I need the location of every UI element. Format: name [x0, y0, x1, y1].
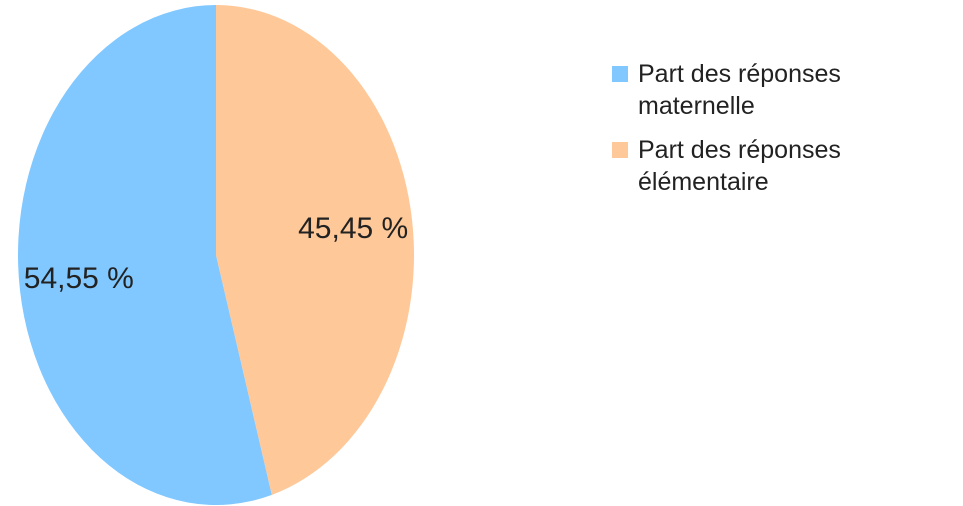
pie: 54,55 % 45,45 % [18, 5, 415, 506]
legend: Part des réponses maternelle Part des rép… [612, 58, 942, 210]
legend-item: Part des réponses élémentaire [612, 134, 942, 198]
legend-item: Part des réponses maternelle [612, 58, 942, 122]
legend-label: Part des réponses maternelle [638, 60, 841, 120]
legend-swatch [612, 142, 628, 158]
pie-slice [18, 5, 272, 506]
data-label: 45,45 % [298, 212, 408, 245]
legend-swatch [612, 66, 628, 82]
pie-slice [216, 5, 415, 495]
data-label: 54,55 % [24, 262, 134, 295]
legend-label: Part des réponses élémentaire [638, 136, 841, 196]
